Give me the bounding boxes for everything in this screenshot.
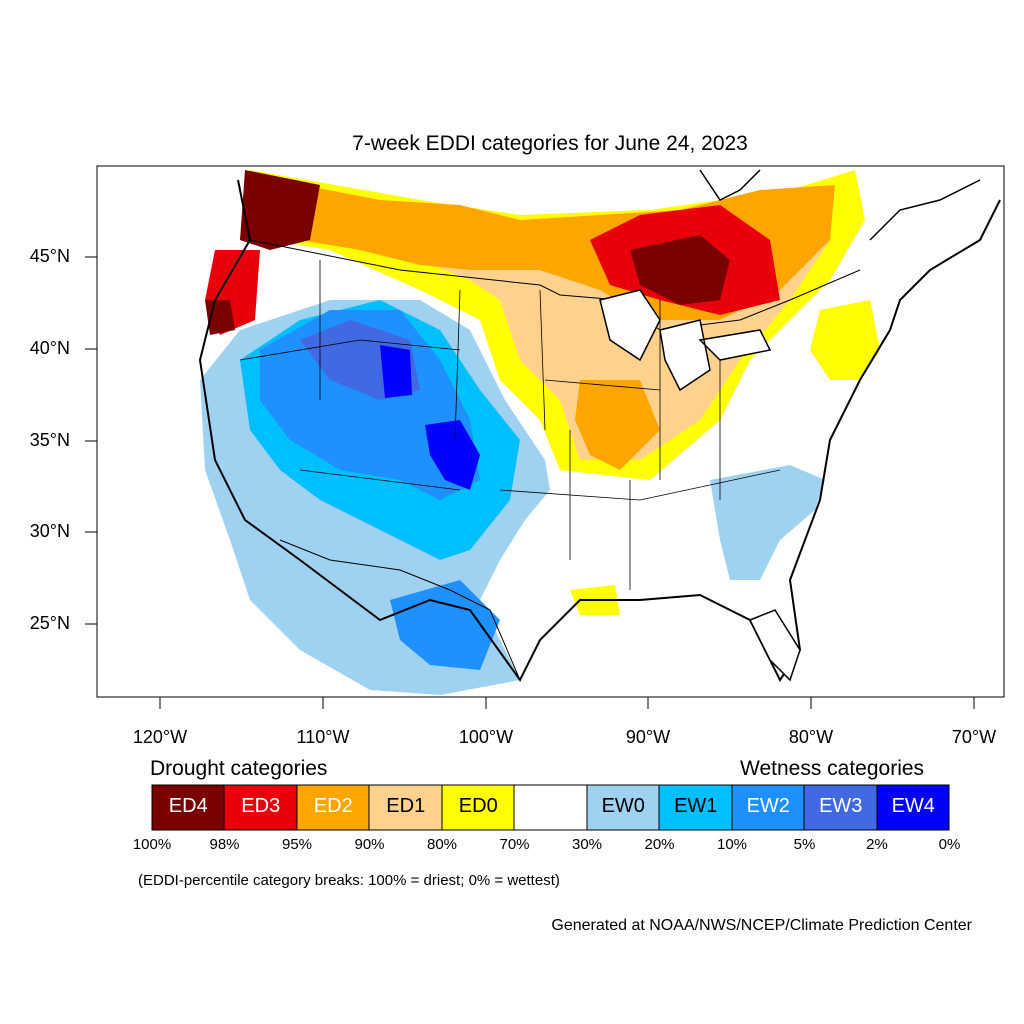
legend-label-ed1: ED1 xyxy=(386,795,426,817)
category-note: (EDDI-percentile category breaks: 100% =… xyxy=(138,872,560,889)
legend-box-ed4 xyxy=(151,784,225,831)
legend-break-label: 30% xyxy=(571,836,603,853)
legend-break-label: 10% xyxy=(716,836,748,853)
hudson-bay-coast xyxy=(699,169,981,241)
legend-label-ed4: ED4 xyxy=(168,795,208,817)
legend-break-label: 95% xyxy=(281,836,313,853)
legend-box-ew1 xyxy=(658,784,733,831)
map-frame xyxy=(96,165,1005,698)
lat-label: 25°N xyxy=(29,613,70,633)
legend-box-ed1 xyxy=(368,784,443,831)
drought-region-ed0-northeast xyxy=(810,300,880,380)
legend-box-ed2 xyxy=(296,784,370,831)
legend-label-ew0: EW0 xyxy=(601,795,645,817)
lat-label: 30°N xyxy=(29,521,70,541)
lon-label: 100°W xyxy=(458,727,514,747)
legend-break-label: 90% xyxy=(354,836,385,853)
legend-label-ew2: EW2 xyxy=(746,795,790,817)
legend-break-label: 20% xyxy=(644,836,675,853)
lat-label: 35°N xyxy=(29,430,70,450)
us-outline xyxy=(198,179,1001,682)
wetness-region-ew2-south xyxy=(390,580,500,670)
legend-break-label: 5% xyxy=(793,836,816,853)
drought-region-ed4 xyxy=(630,235,730,305)
legend-box-ew4 xyxy=(876,784,950,831)
legend-break-label: 80% xyxy=(426,836,458,853)
state-lines xyxy=(239,260,781,590)
legend-box-ew3 xyxy=(803,784,878,831)
legend-break-label: 0% xyxy=(938,836,961,853)
mexico-border xyxy=(279,539,521,681)
legend-break-label: 70% xyxy=(499,836,530,853)
legend-label-ed0: ED0 xyxy=(458,795,498,817)
lon-label: 70°W xyxy=(951,727,997,747)
great-lakes xyxy=(599,289,772,392)
legend-box-normal xyxy=(513,784,588,831)
legend-break-label: 100% xyxy=(132,836,172,853)
wetness-region-ew4 xyxy=(425,420,480,490)
lon-label: 120°W xyxy=(132,727,188,747)
legend-label-ew3: EW3 xyxy=(819,795,863,817)
wetness-region-ew4b xyxy=(380,345,412,398)
legend-box-ew0 xyxy=(586,784,660,831)
drought-region-ed2-mid xyxy=(575,380,660,470)
drought-region-ed4-coast xyxy=(205,300,235,335)
lat-label: 45°N xyxy=(29,246,70,266)
legend-label-ed2: ED2 xyxy=(313,795,353,817)
lat-label: 40°N xyxy=(29,338,70,358)
florida xyxy=(748,609,801,682)
legend-break-label: 2% xyxy=(866,836,888,853)
credit-line: Generated at NOAA/NWS/NCEP/Climate Predi… xyxy=(551,917,972,934)
wetness-region-southeast xyxy=(710,465,825,580)
lon-label: 110°W xyxy=(296,727,350,747)
legend-colorbar xyxy=(151,784,950,831)
drought-region-ed4-nw xyxy=(240,170,320,250)
drought-categories-heading: Drought categories xyxy=(150,757,328,780)
map-title: 7-week EDDI categories for June 24, 2023 xyxy=(352,132,748,155)
legend-break-label: 98% xyxy=(209,836,240,853)
legend-label-ew1: EW1 xyxy=(674,795,718,817)
legend-box-ed3 xyxy=(223,784,298,831)
lon-label: 90°W xyxy=(625,727,671,747)
wetness-categories-heading: Wetness categories xyxy=(740,757,925,780)
legend-label-ed3: ED3 xyxy=(241,795,281,817)
legend-label-ew4: EW4 xyxy=(891,795,935,817)
lon-label: 80°W xyxy=(788,727,834,747)
legend-box-ed0 xyxy=(441,784,515,831)
